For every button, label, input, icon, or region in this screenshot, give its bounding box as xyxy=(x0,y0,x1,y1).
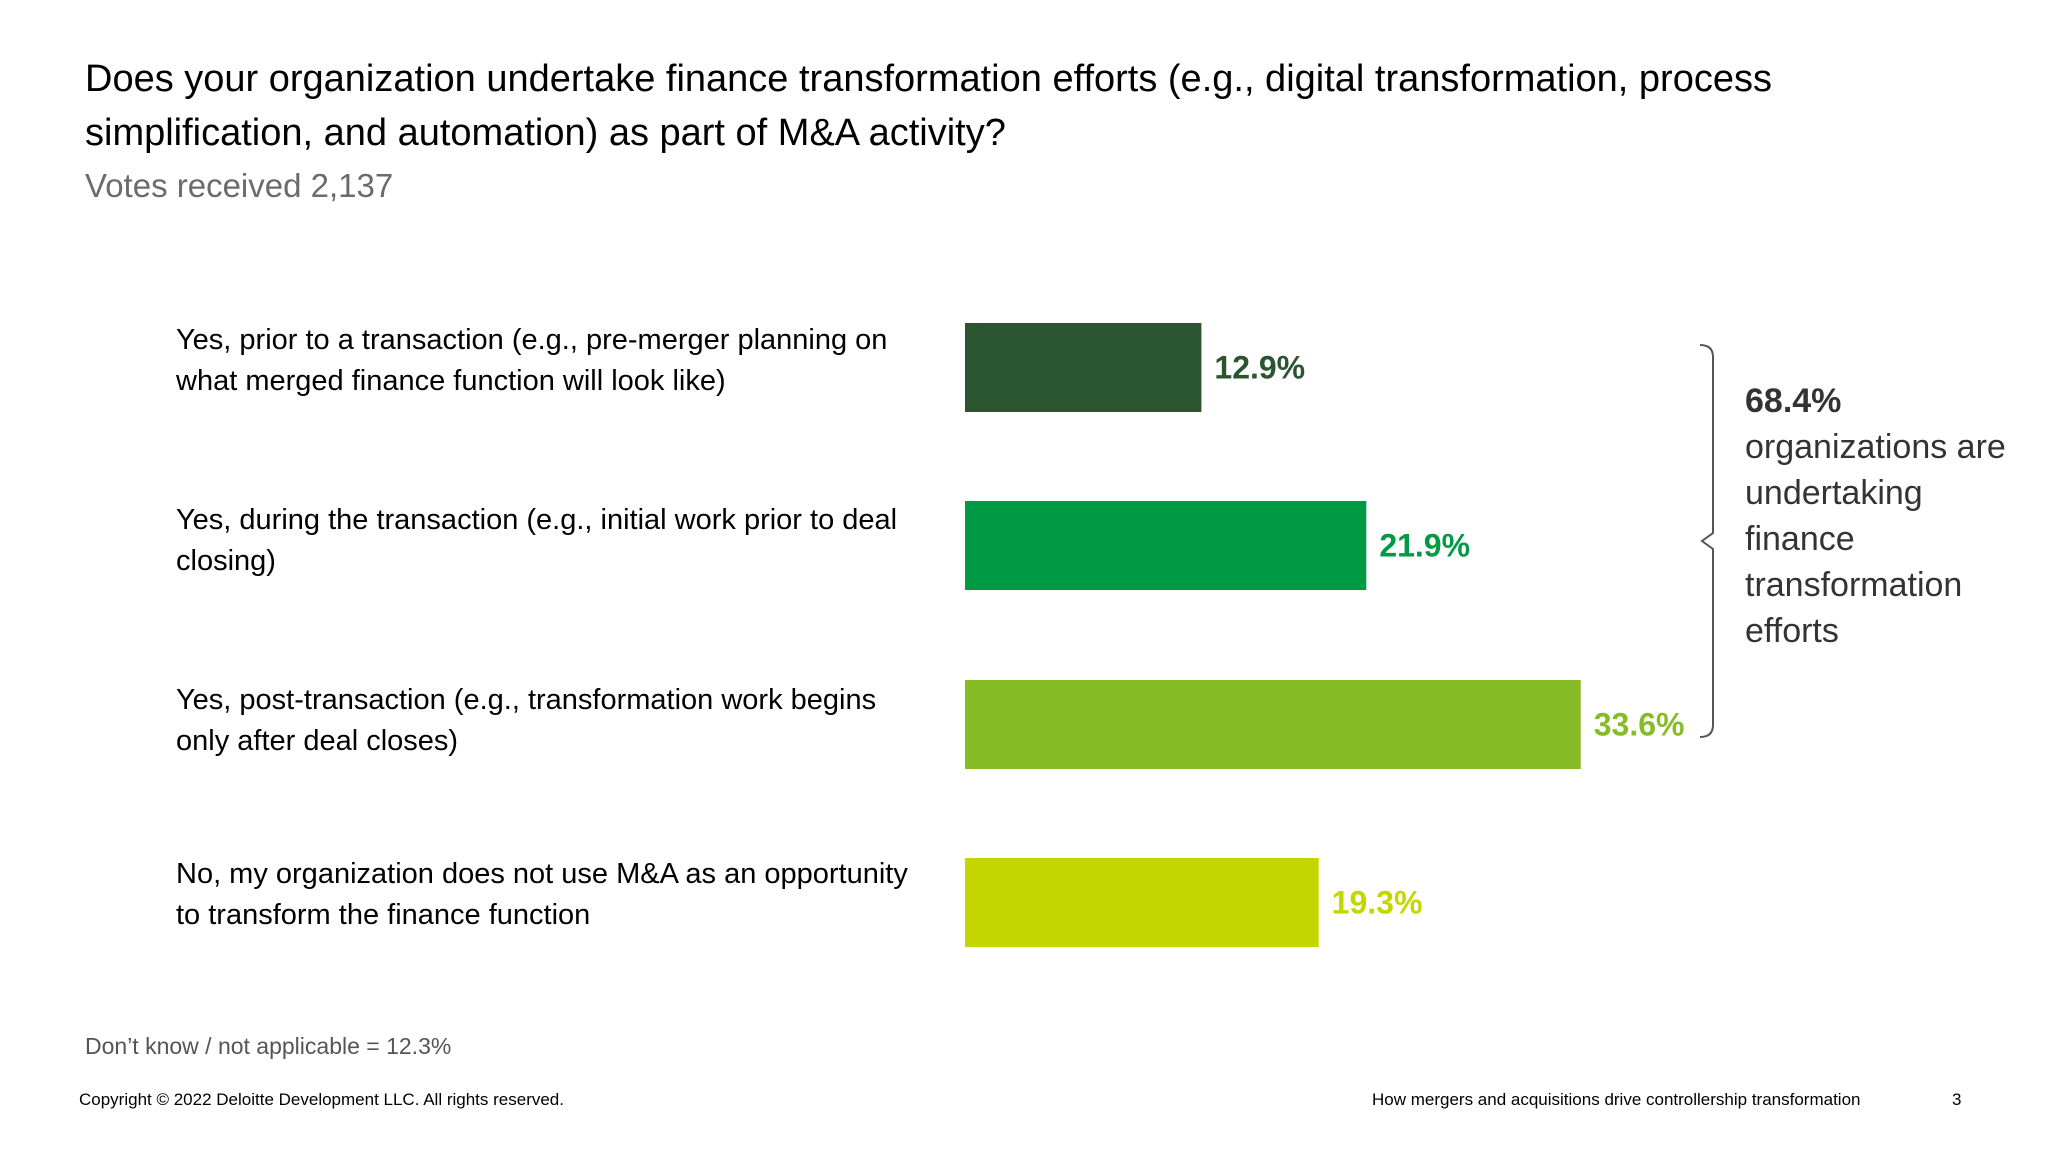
category-label-no: No, my organization does not use M&A as … xyxy=(176,858,908,931)
bar-0 xyxy=(965,323,1202,412)
summary-description: organizations are undertaking finance tr… xyxy=(1745,428,2006,650)
page-number: 3 xyxy=(1952,1090,1962,1109)
summary-callout: 68.4% organizations are undertaking fina… xyxy=(1745,378,2035,654)
bar-2 xyxy=(965,680,1581,769)
copyright-notice: Copyright © 2022 Deloitte Development LL… xyxy=(79,1090,564,1109)
category-label-prior: Yes, prior to a transaction (e.g., pre-m… xyxy=(176,324,888,397)
votes-subtitle: Votes received 2,137 xyxy=(85,167,394,204)
category-label-during: Yes, during the transaction (e.g., initi… xyxy=(176,504,898,577)
category-label-post: Yes, post-transaction (e.g., transformat… xyxy=(176,684,877,757)
chart-title: Does your organization undertake finance… xyxy=(85,58,1772,154)
value-label-0: 12.9% xyxy=(1214,350,1305,386)
summary-percentage: 68.4% xyxy=(1745,382,1842,420)
bar-1 xyxy=(965,501,1367,590)
value-label-2: 33.6% xyxy=(1594,707,1685,743)
bar-3 xyxy=(965,858,1319,947)
group-bracket xyxy=(1699,344,1714,738)
report-title: How mergers and acquisitions drive contr… xyxy=(1372,1090,1861,1109)
value-label-1: 21.9% xyxy=(1379,528,1470,564)
footnote: Don’t know / not applicable = 12.3% xyxy=(85,1033,452,1059)
value-label-3: 19.3% xyxy=(1332,885,1423,921)
